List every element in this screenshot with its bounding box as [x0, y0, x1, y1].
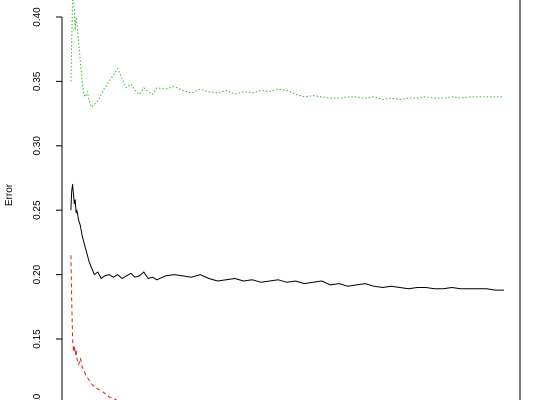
- y-axis-label: Error: [4, 183, 15, 206]
- y-tick-label: 0.25: [32, 200, 43, 220]
- series-line-3: [70, 0, 504, 108]
- y-tick-label: 0.20: [32, 264, 43, 284]
- series-line-2: [70, 255, 118, 400]
- series-line-1: [70, 183, 504, 291]
- y-tick-label: 0.30: [32, 136, 43, 156]
- series-layer: [70, 0, 504, 400]
- axes: 0.10 0.15 0.20 0.25 0.30 0.35 0.40: [32, 0, 521, 400]
- y-tick-label: 0.35: [32, 71, 43, 91]
- y-tick-label: 0.15: [32, 329, 43, 349]
- y-tick-label: 0.40: [32, 7, 43, 27]
- y-tick-label: 0.10: [32, 393, 43, 400]
